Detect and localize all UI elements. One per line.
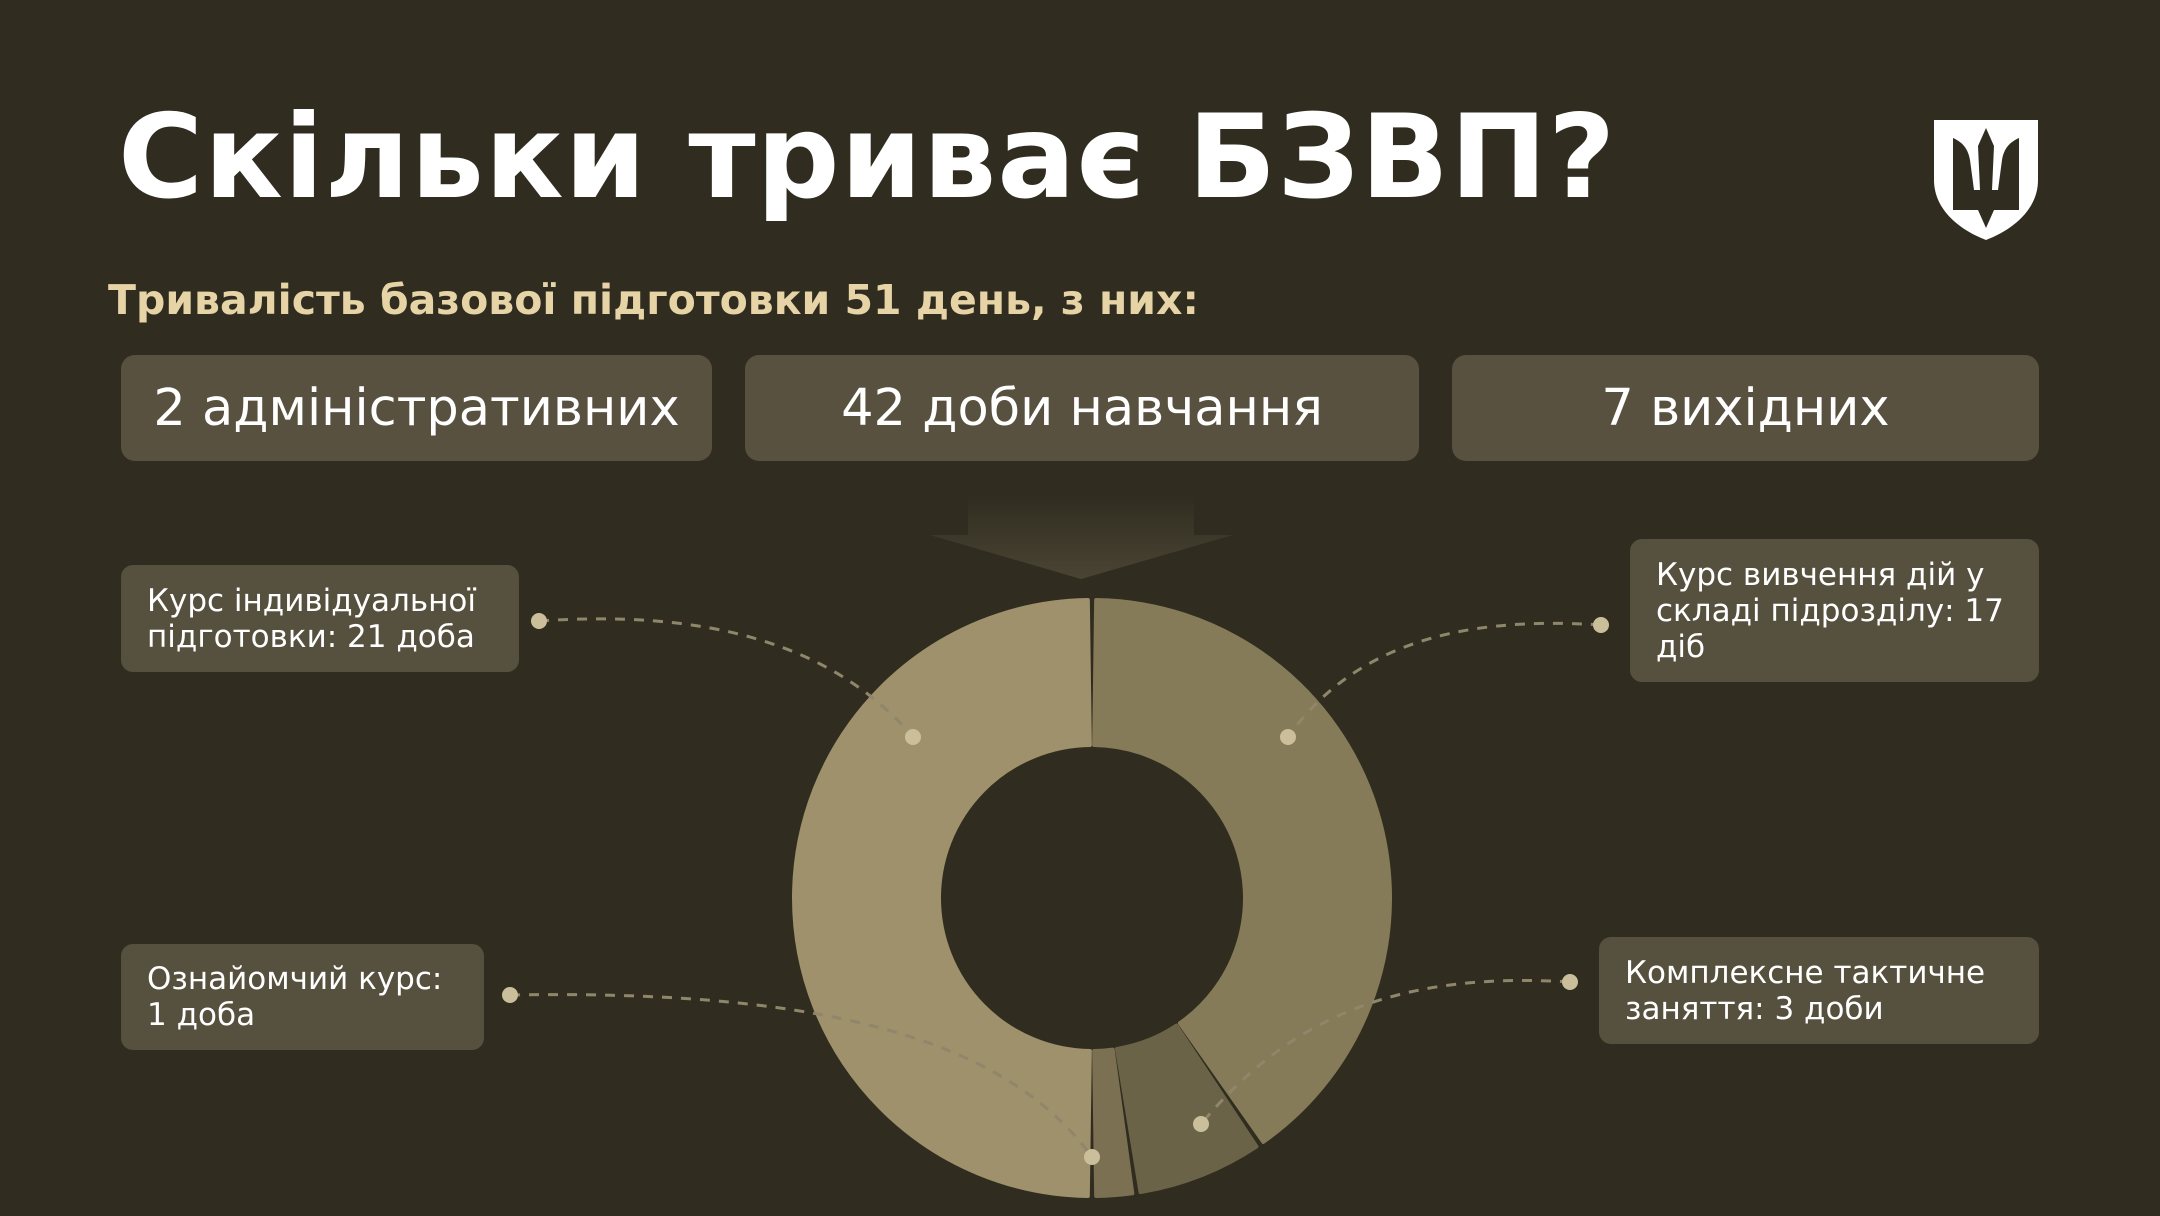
dot-intro-end	[502, 987, 518, 1003]
dot-intro	[1084, 1149, 1100, 1165]
donut-slice-0	[1092, 598, 1392, 1144]
callout-unit: Курс вивчення дій у складі підрозділу: 1…	[1630, 539, 2039, 682]
trident-shield-icon	[1932, 118, 2040, 246]
dot-unit	[1280, 729, 1296, 745]
dot-individual	[905, 729, 921, 745]
page-subtitle: Тривалість базової підготовки 51 день, з…	[108, 276, 1199, 324]
dot-unit-end	[1593, 617, 1609, 633]
callout-tactical: Комплексне тактичне заняття: 3 доби	[1599, 937, 2039, 1044]
days-off-box: 7 вихідних	[1452, 355, 2039, 461]
donut-slice-3	[792, 598, 1092, 1198]
donut-slice-2	[1092, 1047, 1135, 1198]
page-title: Скільки триває БЗВП?	[118, 90, 1617, 225]
training-days-box: 42 доби навчання	[745, 355, 1419, 461]
donut-slice-1	[1114, 1023, 1259, 1195]
down-arrow-icon	[930, 496, 1233, 579]
dot-tactical	[1193, 1116, 1209, 1132]
leader-individual	[538, 617, 915, 738]
dot-tactical-end	[1562, 974, 1578, 990]
callout-intro: Ознайомчий курс: 1 доба	[121, 944, 484, 1050]
admin-days-box: 2 адміністративних	[121, 355, 712, 461]
callout-individual: Курс індивідуальної підготовки: 21 доба	[121, 565, 519, 672]
leader-intro	[509, 993, 1094, 1158]
dot-individual-end	[531, 613, 547, 629]
leader-unit	[1286, 621, 1602, 738]
leader-tactical	[1199, 978, 1571, 1125]
